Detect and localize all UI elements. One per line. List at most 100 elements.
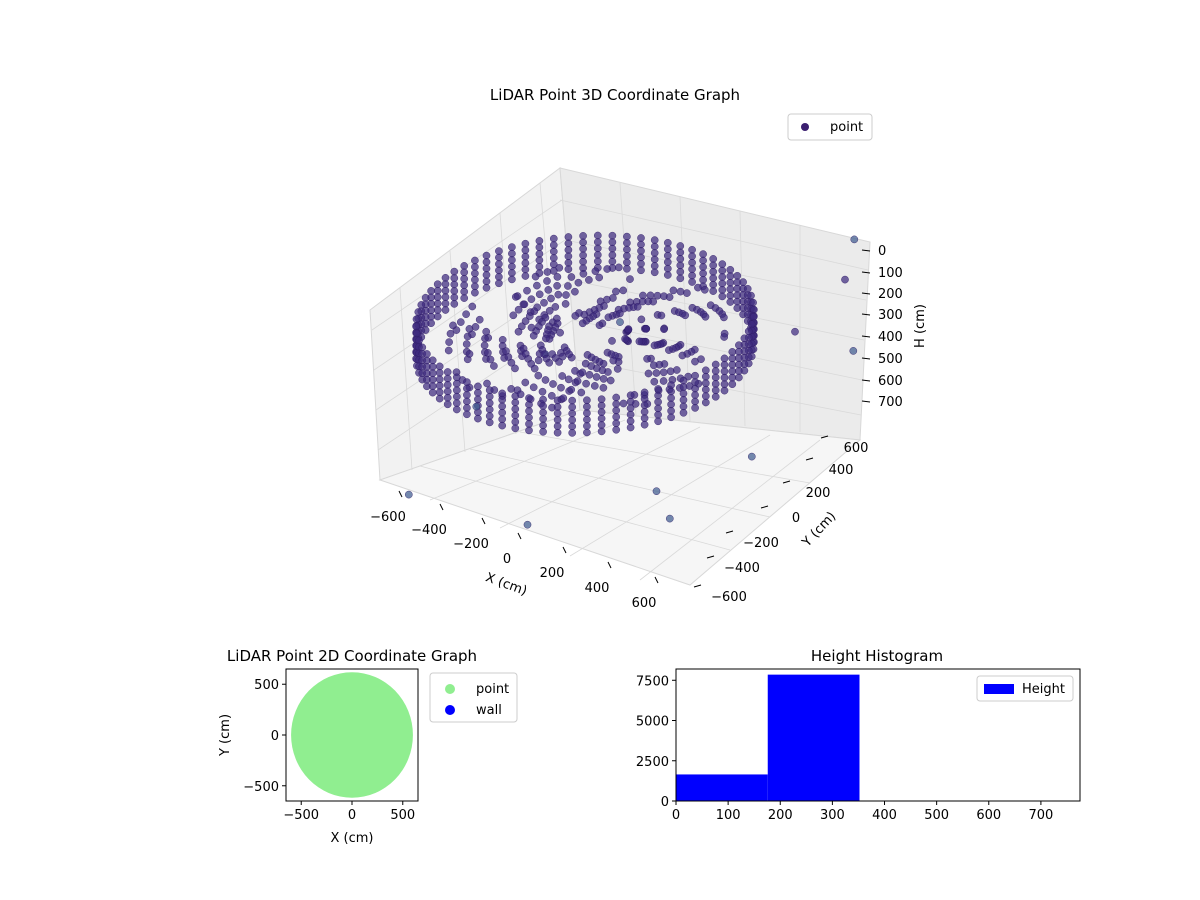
data-point-3d — [728, 367, 737, 376]
data-point-3d — [509, 311, 518, 320]
data-point-3d — [726, 298, 735, 306]
data-point-3d — [679, 383, 688, 391]
data-point-3d — [446, 329, 455, 338]
data-point-3d — [711, 360, 720, 369]
histogram-title: Height Histogram — [811, 647, 943, 665]
y-tick-label-histogram: 5000 — [636, 715, 669, 730]
data-point-3d — [564, 252, 573, 261]
data-point-3d — [619, 286, 628, 295]
data-point-3d — [720, 373, 729, 382]
data-point-3d — [511, 392, 520, 400]
data-point-3d — [441, 273, 450, 282]
x-tick-label-3d: 0 — [503, 552, 511, 567]
data-point-3d — [744, 327, 753, 336]
data-point-3d — [450, 293, 459, 302]
data-point-3d — [463, 378, 471, 386]
data-point-3d — [599, 375, 608, 383]
data-point-3d — [486, 355, 495, 364]
data-point-3d — [495, 260, 503, 268]
data-point-3d — [608, 244, 617, 253]
data-point-3d — [637, 247, 645, 255]
data-point-3d — [482, 271, 491, 279]
data-point-3d — [472, 402, 481, 411]
data-point-3d — [654, 417, 662, 426]
data-point-3d — [556, 328, 564, 337]
data-point-3d — [726, 272, 735, 281]
data-point-3d — [579, 251, 587, 260]
data-point-3d — [498, 402, 507, 411]
plot-frame-histogram — [675, 668, 1081, 802]
data-point-3d — [699, 276, 707, 284]
data-point-3d — [701, 312, 710, 321]
data-point-3d — [471, 275, 479, 284]
legend-histogram-swatch — [984, 684, 1014, 694]
data-point-3d — [709, 280, 718, 289]
data-point-3d — [485, 392, 494, 401]
data-point-3d — [711, 367, 720, 375]
chart-histogram: Height Histogram 0 100 200 300 400 500 600 7000… — [636, 647, 1081, 823]
data-point-3d — [553, 281, 561, 290]
data-point-3d — [612, 400, 621, 408]
data-point-3d — [444, 346, 453, 355]
data-point-3d — [548, 391, 556, 400]
data-point-3d — [463, 391, 471, 399]
data-point-3d — [623, 264, 631, 273]
data-point-3d — [650, 249, 659, 257]
data-point-3d — [691, 378, 699, 386]
data-point-3d — [485, 405, 494, 414]
data-point-3d — [543, 268, 552, 276]
data-point-3d — [608, 251, 617, 259]
y-tick-label-3d: 200 — [806, 486, 831, 501]
data-point-3d — [539, 427, 547, 436]
data-point-3d — [702, 385, 710, 394]
data-point-3d — [538, 387, 547, 396]
data-point-3d — [702, 366, 710, 375]
data-point-3d — [733, 271, 742, 280]
data-point-3d — [508, 256, 516, 264]
y-axis-label-2d: Y (cm) — [218, 714, 233, 757]
data-point-3d — [604, 313, 613, 322]
data-point-3d — [637, 253, 645, 262]
data-point-3d — [597, 414, 606, 423]
data-point-3d — [691, 357, 699, 366]
data-point-3d — [841, 275, 849, 284]
data-point-3d — [583, 422, 591, 430]
chart-2d-title: LiDAR Point 2D Coordinate Graph — [227, 647, 477, 665]
data-point-3d — [711, 392, 720, 401]
data-point-3d — [650, 341, 659, 350]
data-point-3d — [619, 399, 628, 408]
data-point-3d — [435, 388, 444, 397]
data-point-3d — [554, 290, 563, 299]
data-point-3d — [568, 409, 577, 418]
data-point-3d — [498, 395, 507, 404]
data-point-3d — [428, 369, 437, 378]
data-point-3d — [543, 277, 551, 285]
data-point-3d — [527, 295, 536, 304]
data-point-3d — [728, 348, 737, 356]
data-point-3d — [718, 260, 727, 268]
chart-2d: LiDAR Point 2D Coordinate Graph −500 0 500… — [218, 647, 518, 846]
data-point-3d — [483, 379, 491, 388]
data-point-3d — [525, 394, 533, 402]
data-point-3d — [735, 373, 743, 382]
data-point-3d — [623, 252, 631, 260]
data-point-3d — [549, 380, 557, 388]
data-point-3d — [568, 429, 577, 437]
data-point-3d — [433, 312, 442, 321]
point-cloud-2d — [291, 672, 413, 798]
data-point-3d — [441, 280, 450, 289]
data-point-3d — [592, 373, 601, 381]
data-point-3d — [471, 256, 479, 265]
data-point-3d — [417, 301, 426, 309]
data-point-3d — [495, 266, 503, 275]
data-point-3d — [720, 354, 729, 363]
data-point-3d — [709, 274, 718, 283]
data-point-3d — [688, 278, 696, 286]
x-axis-label-2d: X (cm) — [331, 831, 374, 846]
histogram-bar — [767, 674, 860, 801]
data-point-3d — [612, 406, 621, 415]
data-point-3d — [449, 321, 457, 330]
data-point-3d — [535, 256, 544, 265]
data-point-3d — [739, 278, 747, 286]
data-point-3d — [485, 386, 494, 395]
